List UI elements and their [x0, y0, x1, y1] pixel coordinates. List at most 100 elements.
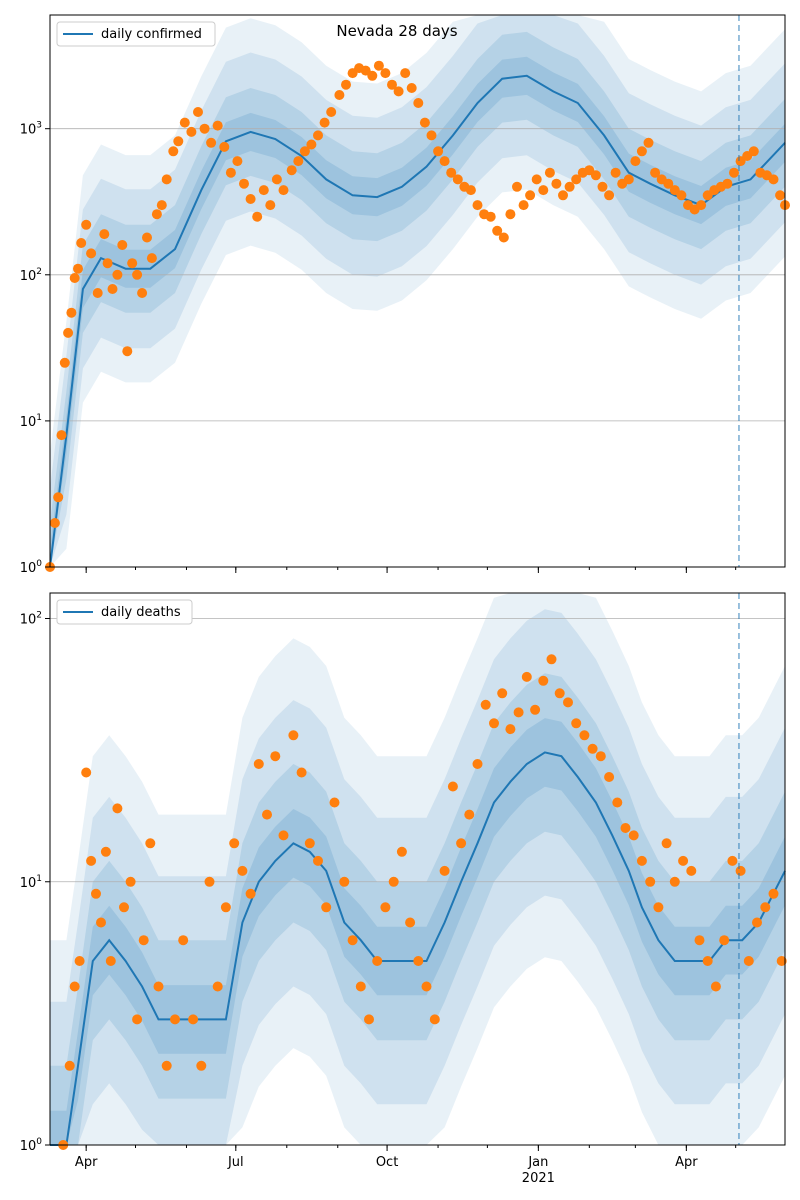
deaths-data-point — [604, 772, 615, 782]
confirmed-data-point — [663, 178, 674, 189]
deaths-band-1 — [50, 593, 785, 1145]
deaths-data-point — [513, 707, 524, 718]
deaths-data-point — [620, 823, 631, 833]
confirmed-data-point — [49, 518, 60, 528]
deaths-data-point — [138, 935, 149, 946]
confirmed-y-tick-label: 103 — [20, 121, 42, 138]
deaths-data-point — [505, 724, 516, 735]
deaths-data-point — [347, 935, 358, 946]
confirmed-data-point — [393, 86, 404, 97]
confirmed-legend-label: daily confirmed — [101, 27, 202, 42]
confirmed-data-point — [696, 200, 707, 211]
confirmed-data-point — [102, 258, 113, 269]
deaths-data-point — [587, 743, 598, 754]
deaths-data-point — [776, 956, 787, 966]
confirmed-model-line — [49, 74, 786, 568]
confirmed-data-point — [73, 263, 83, 274]
confirmed-data-point — [676, 190, 687, 201]
deaths-data-point — [339, 876, 350, 887]
deaths-data-point — [119, 902, 129, 913]
confirmed-legend-box — [56, 21, 216, 47]
confirmed-data-point — [643, 137, 654, 148]
confirmed-data-point — [59, 357, 70, 368]
deaths-y-tick-label: 100 — [20, 1137, 43, 1154]
deaths-data-point — [538, 675, 549, 686]
x-tick-label: Jan — [527, 1155, 548, 1170]
deaths-data-point — [262, 809, 272, 820]
confirmed-data-point — [518, 200, 529, 211]
deaths-data-point — [245, 888, 256, 899]
deaths-data-point — [678, 855, 689, 866]
confirmed-data-point — [413, 98, 424, 108]
confirmed-data-point — [512, 181, 522, 192]
deaths-data-point — [81, 767, 92, 778]
deaths-data-point — [694, 935, 705, 946]
confirmed-data-point — [452, 174, 463, 185]
confirmed-data-point — [465, 185, 476, 196]
deaths-data-point — [719, 935, 730, 946]
deaths-data-point — [429, 1014, 440, 1025]
confirmed-data-point — [768, 174, 779, 185]
confirmed-data-point — [299, 146, 310, 157]
confirmed-data-point — [426, 130, 437, 141]
deaths-data-point — [196, 1060, 207, 1071]
confirmed-band-3 — [50, 31, 785, 567]
deaths-data-point — [636, 855, 647, 866]
confirmed-uncertainty-bands — [50, 15, 785, 568]
confirmed-data-point — [439, 156, 450, 167]
deaths-data-point — [278, 830, 289, 841]
confirmed-data-point — [107, 284, 118, 294]
confirmed-data-point — [433, 146, 444, 157]
confirmed-data-point — [278, 185, 289, 196]
deaths-data-point — [69, 981, 80, 992]
deaths-data-point — [447, 781, 458, 792]
x-tick-label: Apr — [675, 1155, 698, 1170]
confirmed-data-point — [498, 232, 509, 243]
confirmed-data-point — [590, 170, 601, 181]
deaths-data-point — [472, 759, 483, 769]
deaths-data-point — [686, 865, 697, 876]
deaths-data-point — [413, 956, 424, 966]
confirmed-y-ticks: 100 101 102 103 — [20, 121, 50, 576]
confirmed-data-point — [127, 258, 138, 269]
confirmed-data-point — [252, 211, 263, 222]
confirmed-y-tick-label: 101 — [20, 413, 42, 430]
confirmed-data-point — [92, 288, 103, 298]
confirmed-data-point — [597, 181, 608, 192]
deaths-data-point — [752, 917, 762, 928]
confirmed-data-point — [544, 167, 555, 178]
deaths-data-point — [237, 865, 248, 876]
confirmed-data-point — [142, 232, 152, 243]
confirmed-data-point — [173, 136, 184, 147]
confirmed-data-point — [525, 190, 536, 201]
deaths-data-point — [364, 1014, 374, 1025]
confirmed-data-point — [306, 139, 317, 150]
deaths-legend-box — [56, 599, 193, 625]
deaths-data-point — [464, 809, 475, 820]
deaths-data-point — [396, 846, 407, 857]
deaths-data-point — [480, 699, 491, 710]
confirmed-data-point — [199, 123, 210, 134]
confirmed-data-point — [286, 165, 297, 176]
deaths-data-point — [220, 902, 231, 913]
deaths-data-point — [170, 1014, 180, 1025]
deaths-data-point — [229, 838, 240, 849]
confirmed-data-point — [212, 120, 223, 131]
deaths-legend: daily deaths — [56, 599, 193, 625]
confirmed-data-point — [156, 200, 167, 211]
deaths-data-point — [204, 876, 215, 887]
confirmed-data-point — [387, 79, 397, 90]
deaths-data-point — [329, 797, 340, 808]
confirmed-data-point — [406, 83, 417, 93]
deaths-y-tick-label: 102 — [20, 611, 42, 628]
confirmed-y-tick-label: 102 — [20, 267, 42, 284]
confirmed-data-point — [239, 178, 249, 189]
deaths-data-point — [595, 751, 606, 762]
deaths-data-point — [91, 888, 101, 899]
confirmed-data-point — [775, 190, 786, 201]
confirmed-data-point — [265, 200, 276, 211]
confirmed-x-ticks — [85, 567, 737, 573]
confirmed-data-point — [313, 130, 323, 141]
confirmed-data-point — [472, 200, 483, 211]
